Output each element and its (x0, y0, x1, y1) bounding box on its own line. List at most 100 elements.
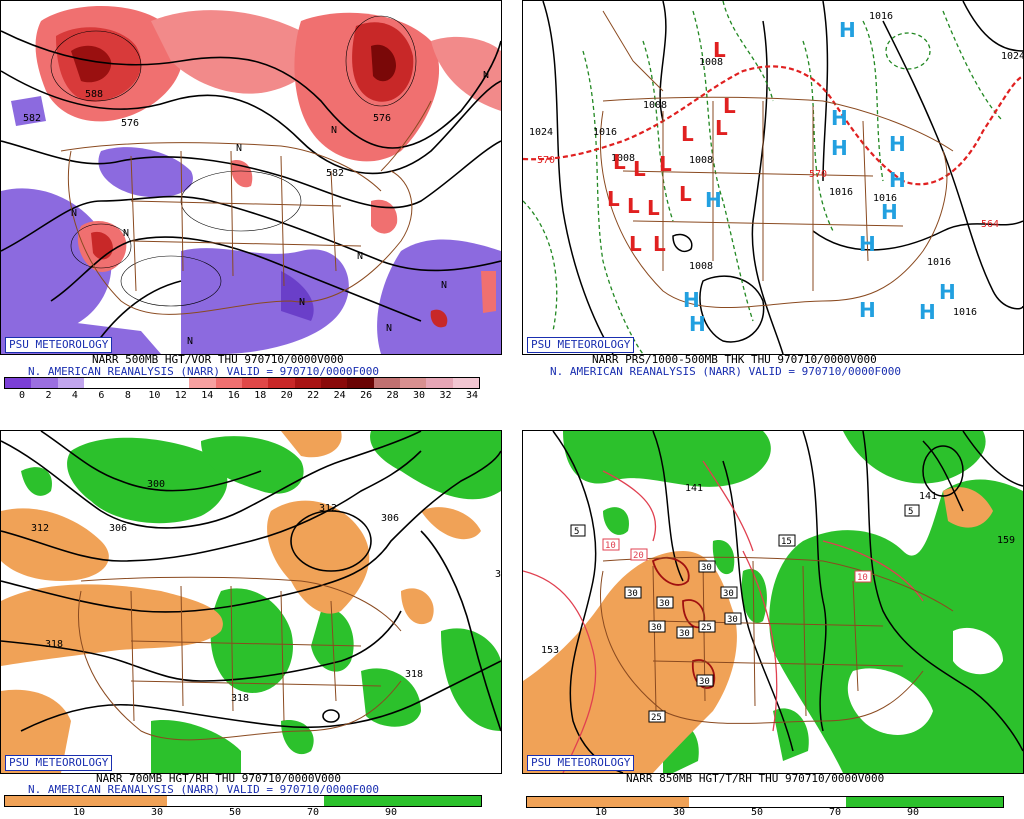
high-pressure-icon: H (689, 312, 706, 336)
temp-label: 30 (651, 623, 662, 633)
color-bar-swatch (268, 378, 295, 388)
contour-label: N (441, 280, 447, 291)
high-pressure-icon: H (831, 106, 848, 130)
map-pressure-thickness: 1016 1024 1024 1016 1008 1008 1008 1008 … (522, 0, 1024, 355)
panel-title: NARR 850MB HGT/T/RH THU 970710/0000V000 (626, 772, 885, 785)
low-pressure-icon: L (715, 116, 728, 140)
contour-label: 306 (381, 513, 399, 524)
map-500mb-vorticity: 588 582 576 576 582 N N N N N N N N N N … (0, 0, 502, 355)
temp-label: 30 (723, 589, 734, 599)
color-bar-swatch (845, 797, 1003, 807)
color-bar-swatch (688, 797, 846, 807)
temp-label: 10 (605, 541, 616, 551)
psu-meteorology-badge: PSU METEOROLOGY (5, 755, 113, 771)
legend-tick-label: 2 (45, 390, 52, 401)
temp-label-box: 30 (720, 586, 738, 599)
high-pressure-icon: H (919, 300, 936, 324)
color-bar-swatch (136, 378, 163, 388)
color-bar-swatch (373, 378, 400, 388)
contour-label: N (71, 208, 77, 219)
isobar-label: 1016 (829, 187, 853, 198)
color-bar-swatch (452, 378, 479, 388)
panel-850mb-rh: 141 159 153 141 5 10 20 30 30 30 30 30 3… (522, 418, 1024, 819)
high-pressure-icon: H (683, 288, 700, 312)
legend-tick-label: 6 (98, 390, 105, 401)
color-bar-swatch (320, 378, 348, 388)
color-bar-swatch (5, 378, 32, 388)
rh-field-850mb: 141 159 153 141 5 10 20 30 30 30 30 30 3… (523, 431, 1023, 773)
temp-label-box: 25 (698, 620, 716, 633)
legend-tick-label: 20 (280, 390, 293, 401)
temp-label-box: 10 (602, 538, 620, 551)
legend-tick-label: 4 (71, 390, 78, 401)
temp-label-box: 25 (648, 710, 666, 723)
color-bar-swatch (215, 378, 242, 388)
temp-label-box: 30 (698, 560, 716, 573)
temp-label-box: 5 (570, 524, 586, 537)
map-850mb-rh: 141 159 153 141 5 10 20 30 30 30 30 30 3… (522, 430, 1024, 774)
color-bar-swatch (241, 378, 269, 388)
vorticity-color-bar (4, 377, 480, 389)
legend-tick-label: 10 (148, 390, 161, 401)
legend-tick-label: 22 (307, 390, 320, 401)
temp-label-box: 30 (648, 620, 666, 633)
legend-tick-label: 70 (306, 807, 320, 818)
panel-pressure-thickness: 1016 1024 1024 1016 1008 1008 1008 1008 … (522, 0, 1024, 410)
low-pressure-icon: L (653, 232, 666, 256)
contour-label: N (357, 251, 363, 262)
contour-label: 3 (495, 569, 501, 580)
color-bar-swatch (527, 797, 689, 807)
high-pressure-icon: H (859, 298, 876, 322)
contour-label: 588 (85, 89, 103, 100)
legend-tick-label: 16 (227, 390, 240, 401)
temp-label: 5 (908, 507, 913, 517)
contour-label: 312 (31, 523, 49, 534)
high-pressure-icon: H (889, 132, 906, 156)
color-bar-swatch (110, 378, 137, 388)
legend-tick-label: 24 (333, 390, 346, 401)
legend-tick-label: 30 (413, 390, 426, 401)
color-bar-swatch (83, 378, 111, 388)
height-label: 153 (541, 645, 559, 656)
psu-meteorology-badge: PSU METEOROLOGY (527, 755, 635, 771)
contour-label: 318 (405, 669, 423, 680)
thickness-label: 570 (809, 169, 827, 180)
legend-tick-label: 70 (828, 807, 842, 818)
temp-label: 30 (727, 615, 738, 625)
temp-label: 25 (651, 713, 662, 723)
rh-color-bar (526, 796, 1004, 808)
legend-tick-label: 50 (750, 807, 764, 818)
rh-legend-ticks: 10 30 50 70 90 (526, 807, 1002, 819)
panel-title: NARR 500MB HGT/VOR THU 970710/0000V000 (92, 353, 344, 366)
high-pressure-icon: H (831, 136, 848, 160)
contour-label: 576 (121, 118, 139, 129)
legend-tick-label: 34 (465, 390, 479, 401)
temp-label: 25 (701, 623, 712, 633)
contour-label: 576 (373, 113, 391, 124)
legend-tick-label: 30 (150, 807, 164, 818)
panel-title: NARR PRS/1000-500MB THK THU 970710/0000V… (592, 353, 877, 366)
color-bar-swatch (426, 378, 453, 388)
rh-legend-ticks: 10 30 50 70 90 (4, 807, 480, 819)
height-label: 141 (919, 491, 937, 502)
isobar-label: 1008 (611, 153, 635, 164)
legend-tick-label: 10 (72, 807, 86, 818)
isobar-label: 1024 (1001, 51, 1023, 62)
panel-subtitle: N. AMERICAN REANALYSIS (NARR) VALID = 97… (550, 365, 901, 378)
legend-tick-label: 10 (594, 807, 608, 818)
map-700mb-rh: 300 306 312 312 306 318 318 318 3 PSU ME… (0, 430, 502, 774)
isobar-label: 1008 (643, 100, 667, 111)
isobar-label: 1016 (869, 11, 893, 22)
high-pressure-icon: H (939, 280, 956, 304)
thickness-label: 570 (537, 155, 555, 166)
temp-label-box: 15 (778, 534, 796, 547)
contour-label: N (386, 323, 392, 334)
low-pressure-icon: L (713, 38, 726, 62)
high-pressure-icon: H (889, 168, 906, 192)
panel-subtitle: N. AMERICAN REANALYSIS (NARR) VALID = 97… (28, 783, 379, 796)
low-pressure-icon: L (627, 194, 640, 218)
legend-tick-label: 12 (174, 390, 187, 401)
temp-label-box: 30 (676, 626, 694, 639)
high-pressure-icon: H (839, 18, 856, 42)
contour-label: 312 (319, 503, 337, 514)
